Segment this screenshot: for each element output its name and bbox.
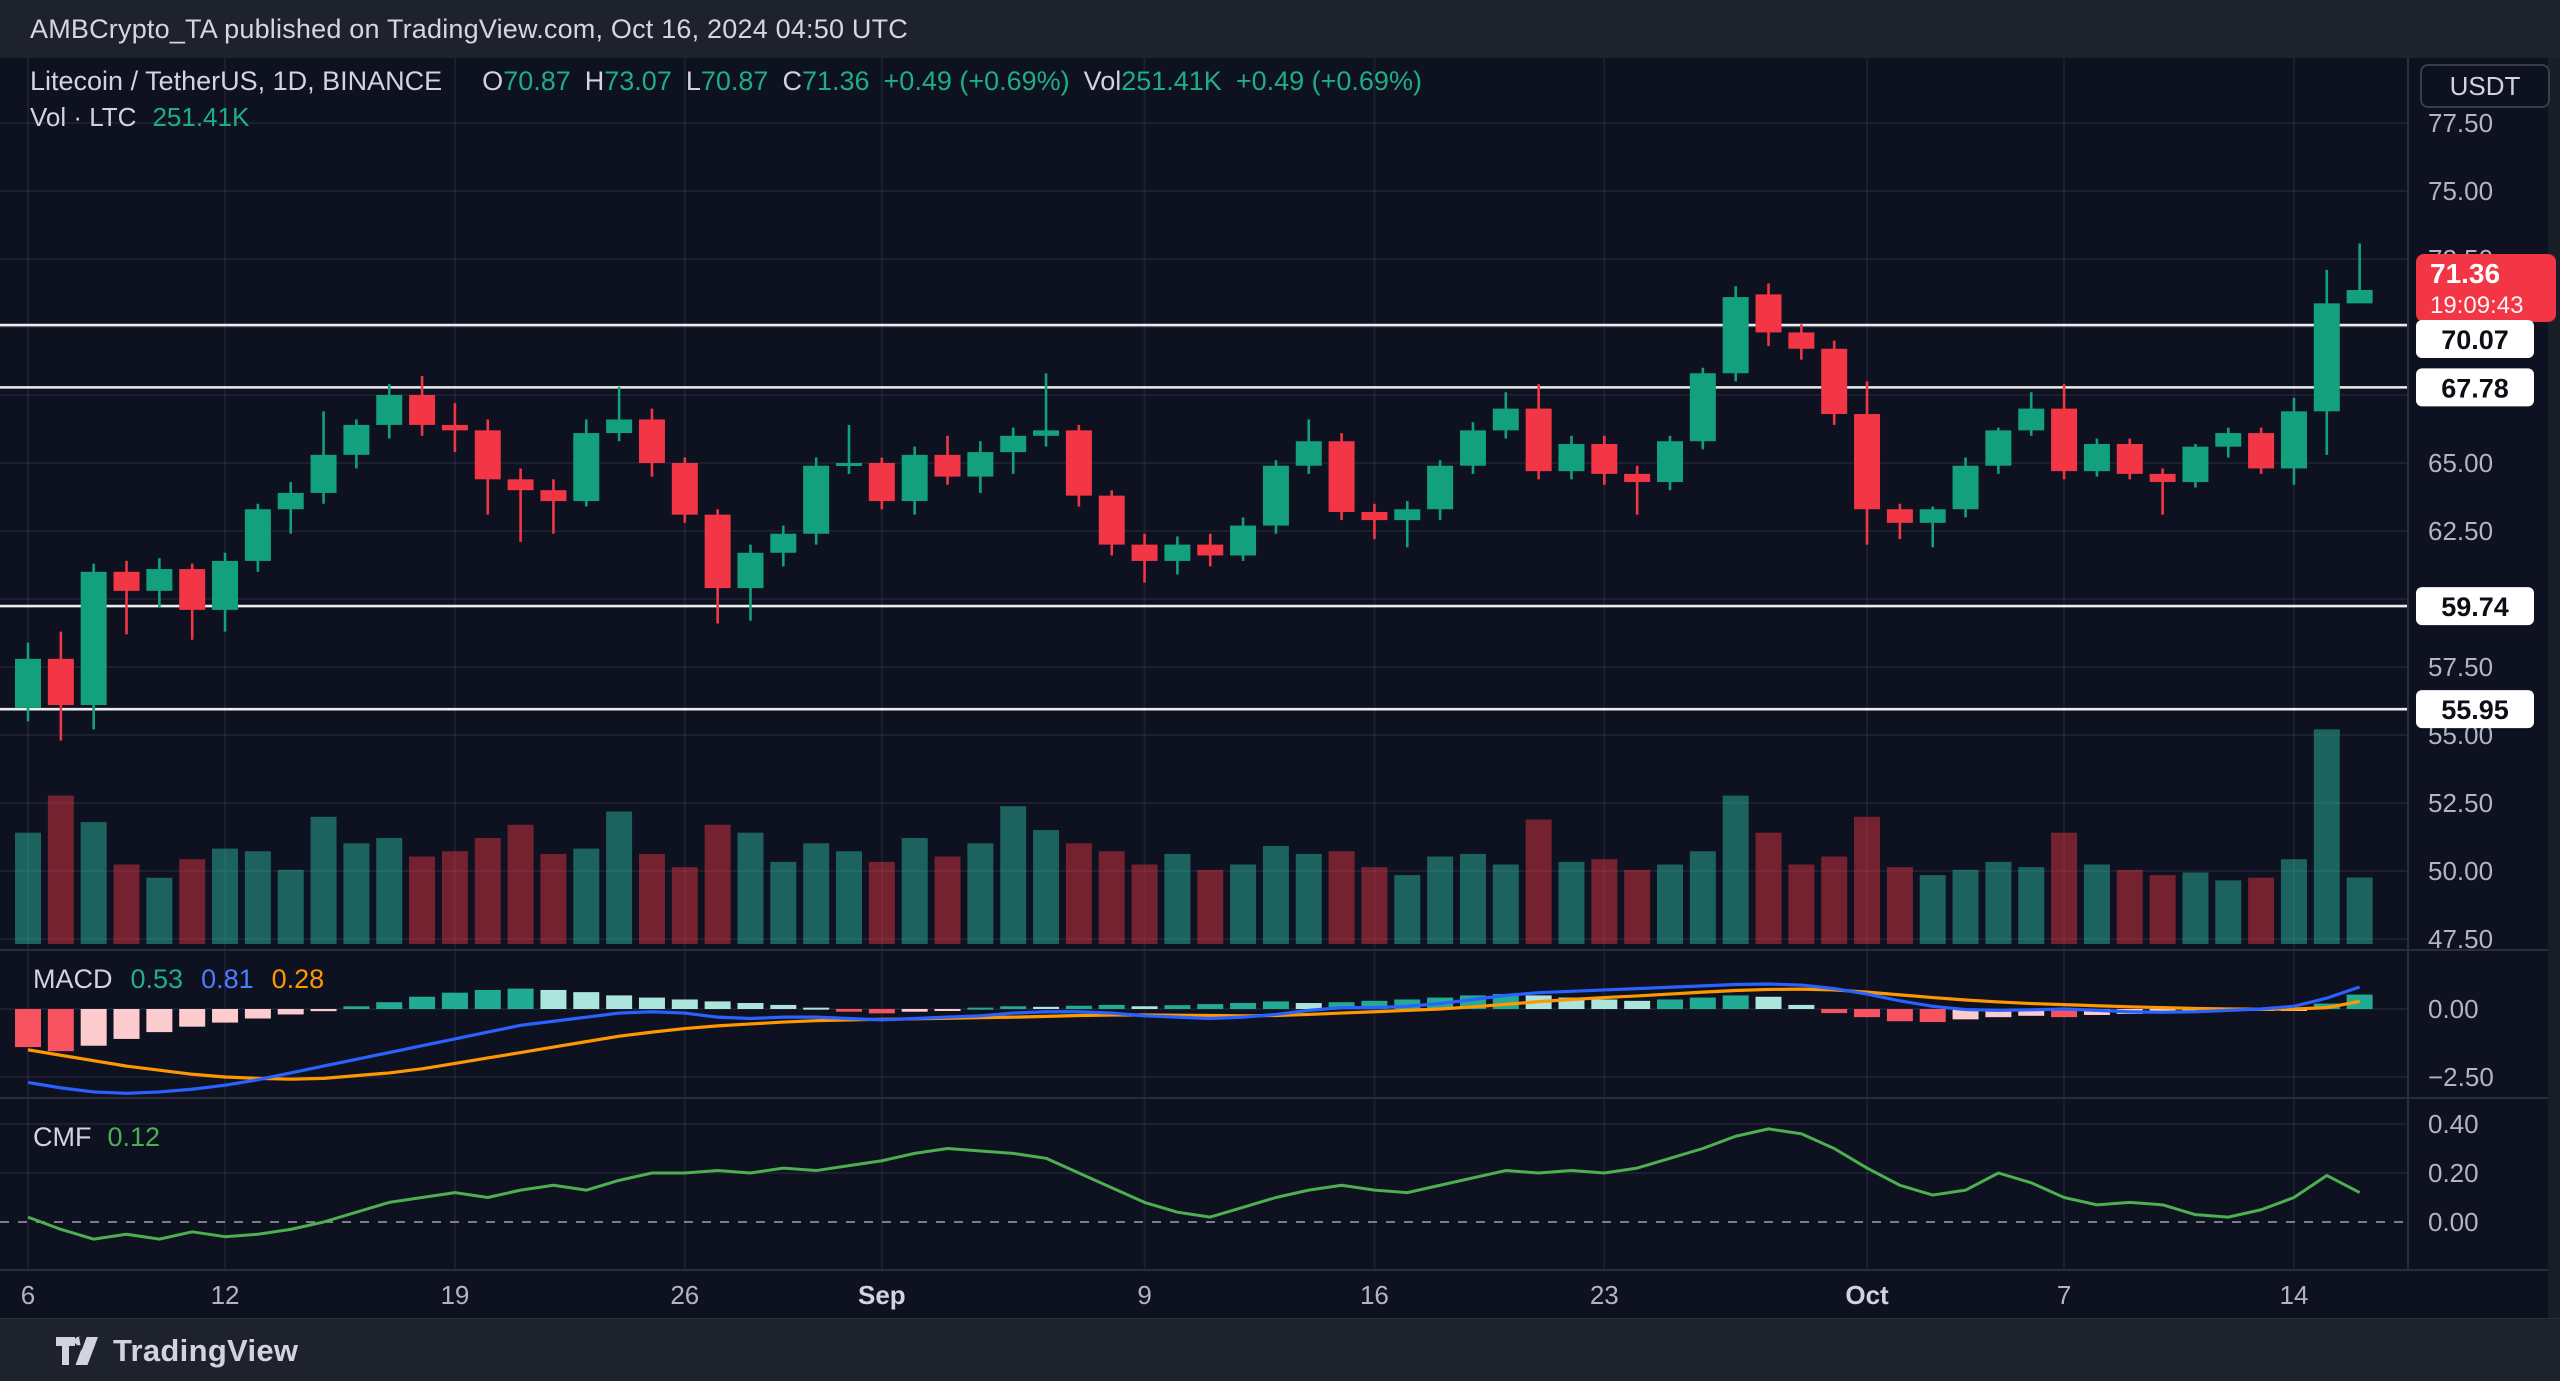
svg-text:47.50: 47.50 [2428, 924, 2493, 954]
svg-text:23: 23 [1590, 1280, 1619, 1310]
low-value: 70.87 [700, 66, 769, 96]
macd-label: MACD [33, 964, 113, 994]
svg-text:70.07: 70.07 [2441, 325, 2509, 355]
cmf-label: CMF [33, 1122, 92, 1152]
symbol-legend[interactable]: Litecoin / TetherUS, 1D, BINANCE O70.87 H7… [30, 66, 1422, 97]
svg-text:7: 7 [2057, 1280, 2071, 1310]
svg-text:71.36: 71.36 [2430, 258, 2500, 289]
svg-text:6: 6 [21, 1280, 35, 1310]
svg-text:26: 26 [670, 1280, 699, 1310]
svg-text:0.00: 0.00 [2428, 994, 2479, 1024]
svg-text:75.00: 75.00 [2428, 176, 2493, 206]
high-label: H [584, 66, 605, 96]
chart-area[interactable]: 77.5075.0072.5065.0062.5057.5055.0052.50… [0, 58, 2560, 1318]
svg-text:−2.50: −2.50 [2428, 1062, 2494, 1092]
macd-signal-value: 0.28 [271, 964, 325, 994]
macd-hist-value: 0.53 [130, 964, 184, 994]
chart-canvas[interactable]: 77.5075.0072.5065.0062.5057.5055.0052.50… [0, 58, 2560, 1318]
open-label: O [482, 66, 504, 96]
tradingview-logo-icon[interactable] [55, 1334, 99, 1368]
svg-text:9: 9 [1137, 1280, 1151, 1310]
attribution-text: AMBCrypto_TA published on TradingView.co… [30, 13, 908, 44]
vol-value: 251.41K [1121, 66, 1222, 96]
close-label: C [782, 66, 802, 96]
svg-text:14: 14 [2279, 1280, 2308, 1310]
tradingview-wordmark[interactable]: TradingView [113, 1332, 299, 1368]
cmf-legend[interactable]: CMF 0.12 [33, 1122, 160, 1153]
volume-legend[interactable]: Vol · LTC 251.41K [30, 102, 249, 133]
volume-legend-value: 251.41K [152, 102, 250, 132]
svg-text:19: 19 [440, 1280, 469, 1310]
svg-text:77.50: 77.50 [2428, 108, 2493, 138]
vol-label: Vol [1083, 66, 1122, 96]
svg-text:Sep: Sep [858, 1280, 906, 1310]
footer-bar: TradingView [0, 1318, 2560, 1381]
svg-text:0.20: 0.20 [2428, 1158, 2479, 1188]
svg-text:19:09:43: 19:09:43 [2430, 292, 2523, 319]
cmf-value: 0.12 [107, 1122, 161, 1152]
svg-text:65.00: 65.00 [2428, 448, 2493, 478]
svg-text:50.00: 50.00 [2428, 856, 2493, 886]
svg-text:16: 16 [1360, 1280, 1389, 1310]
close-value: 71.36 [801, 66, 870, 96]
vol-change-value: +0.49 (+0.69%) [1235, 66, 1422, 96]
change-value: +0.49 (+0.69%) [883, 66, 1070, 96]
svg-text:0.40: 0.40 [2428, 1109, 2479, 1139]
symbol-title[interactable]: Litecoin / TetherUS, 1D, BINANCE [30, 66, 443, 96]
svg-text:62.50: 62.50 [2428, 516, 2493, 546]
svg-text:59.74: 59.74 [2441, 592, 2509, 622]
macd-legend[interactable]: MACD 0.53 0.81 0.28 [33, 964, 324, 995]
macd-line-value: 0.81 [201, 964, 254, 994]
currency-toggle-button[interactable]: USDT [2420, 64, 2550, 108]
low-label: L [685, 66, 701, 96]
open-value: 70.87 [503, 66, 571, 96]
svg-text:52.50: 52.50 [2428, 788, 2493, 818]
svg-text:0.00: 0.00 [2428, 1207, 2479, 1237]
svg-text:Oct: Oct [1845, 1280, 1889, 1310]
attribution-bar: AMBCrypto_TA published on TradingView.co… [0, 0, 2560, 59]
high-value: 73.07 [604, 66, 672, 96]
svg-text:57.50: 57.50 [2428, 652, 2493, 682]
volume-legend-label: Vol · LTC [30, 102, 137, 132]
svg-text:55.95: 55.95 [2441, 695, 2509, 725]
svg-text:12: 12 [211, 1280, 240, 1310]
svg-text:67.78: 67.78 [2441, 373, 2509, 403]
